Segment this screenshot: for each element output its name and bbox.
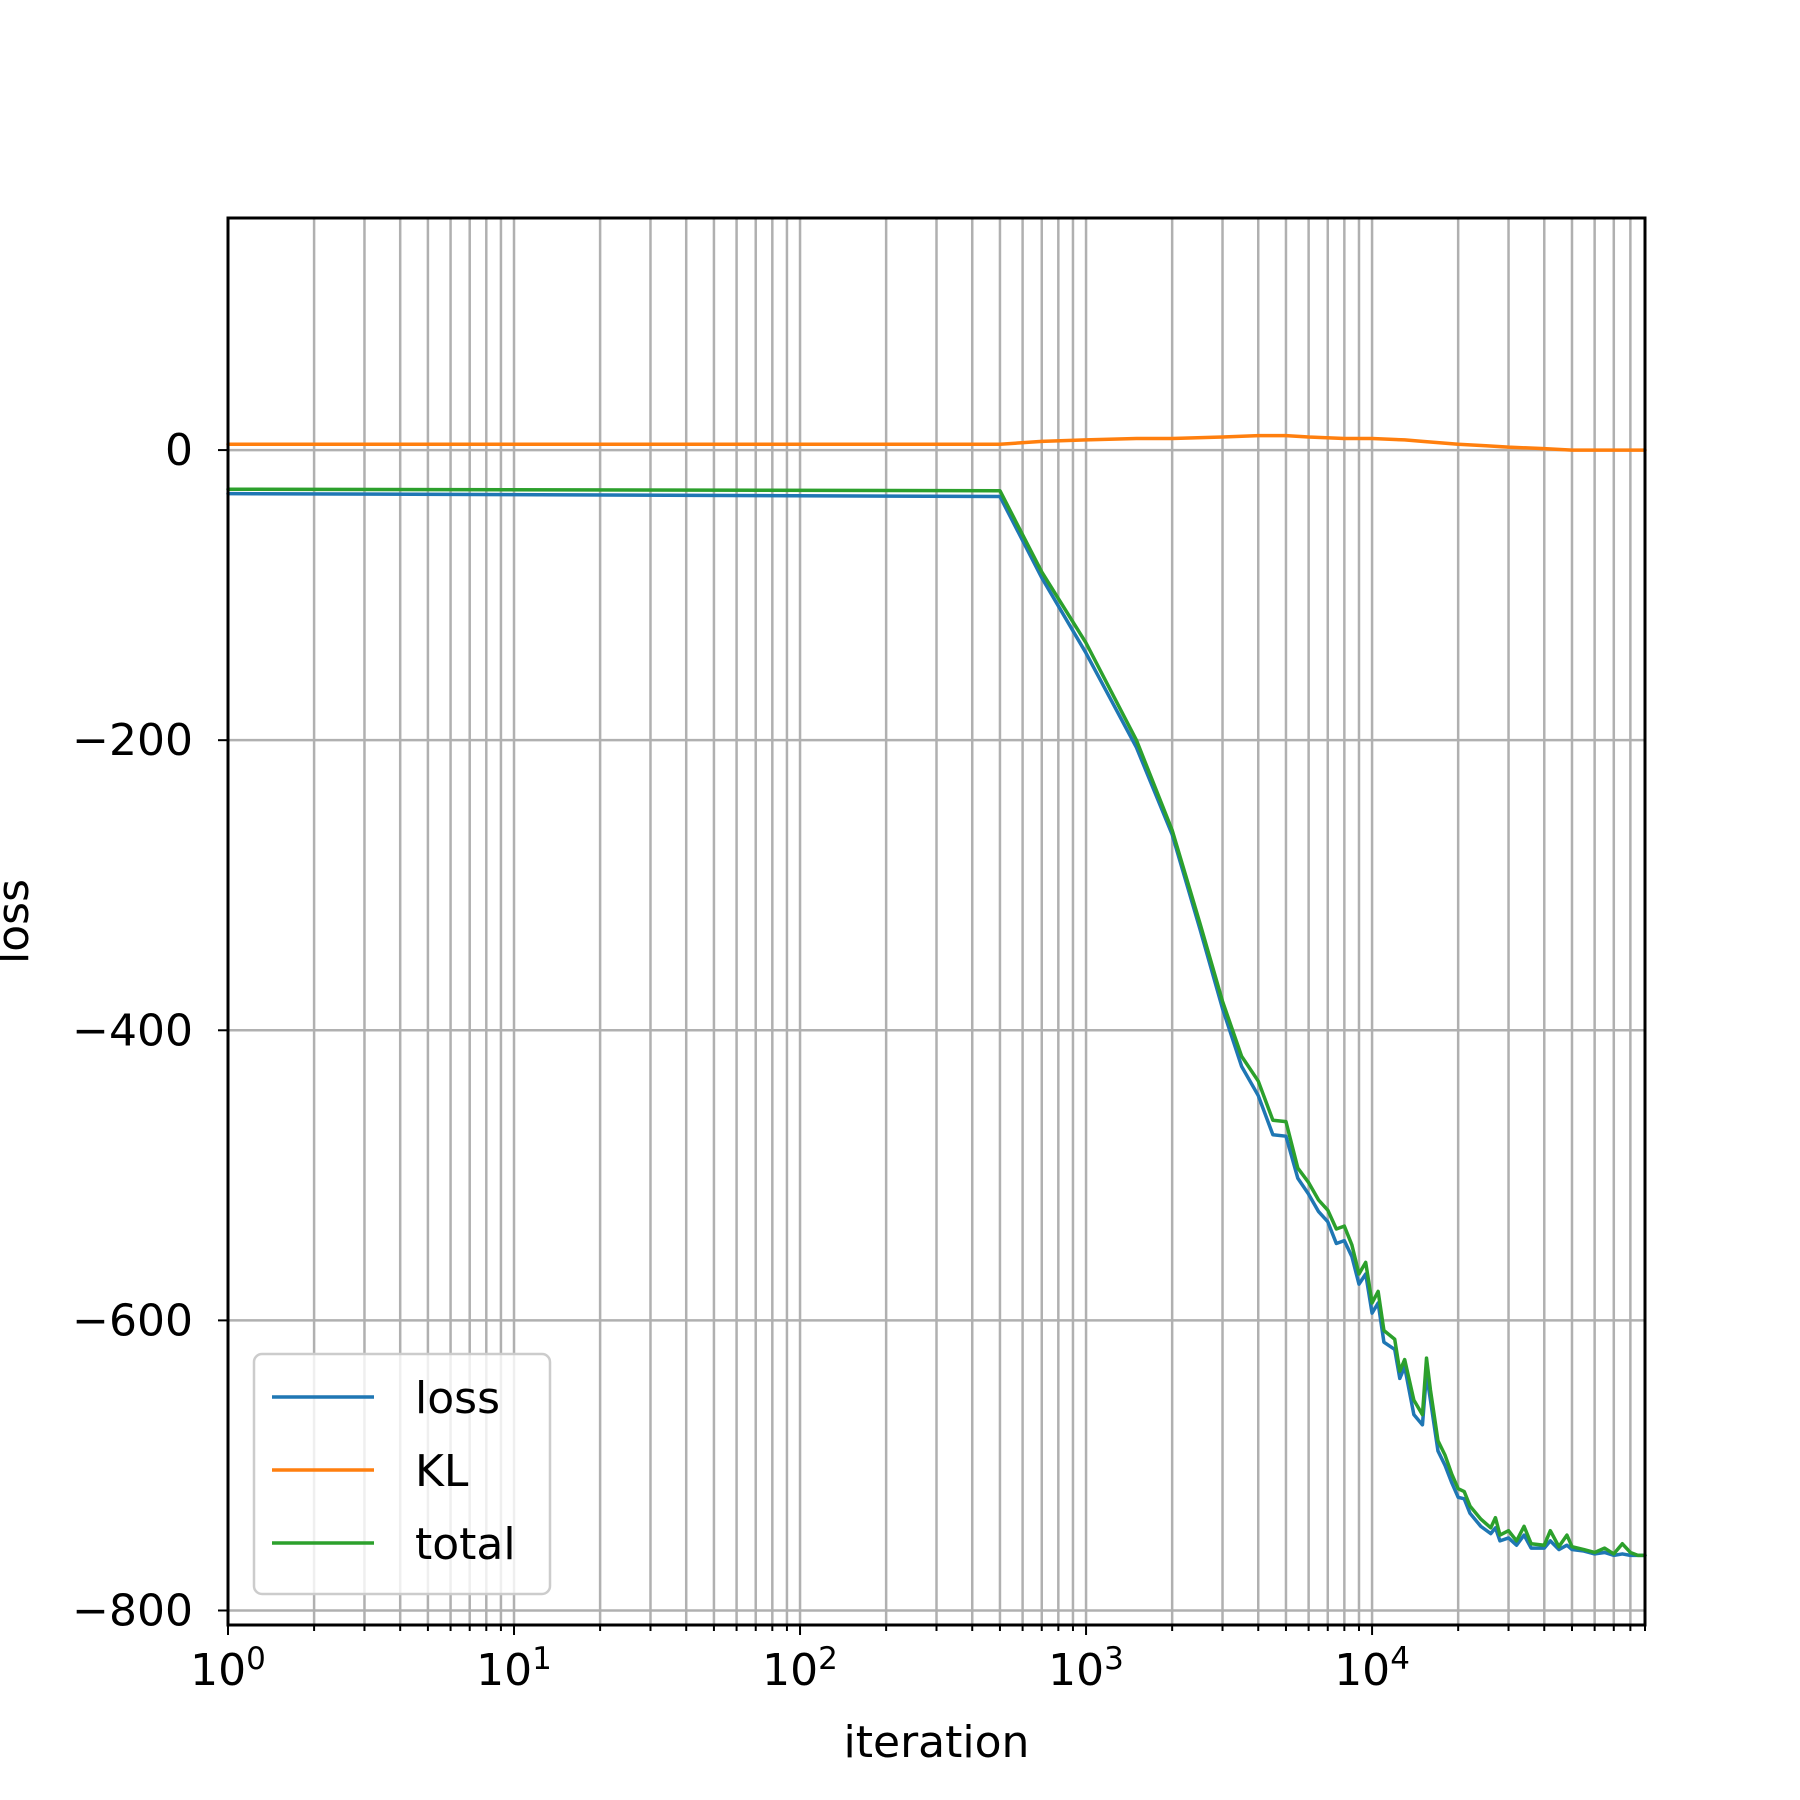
- y-axis-label: loss: [0, 879, 39, 964]
- x-tick-label: 104: [1334, 1641, 1410, 1696]
- x-tick-label: 101: [476, 1641, 552, 1696]
- series-line-kl: [226, 433, 1647, 452]
- x-tick-label: 102: [762, 1641, 838, 1696]
- legend-label-total: total: [415, 1519, 516, 1570]
- legend-label-kl: KL: [415, 1446, 469, 1497]
- legend: loss KL total: [252, 1352, 552, 1596]
- x-tick-label: 100: [190, 1641, 266, 1696]
- legend-box: [252, 1352, 552, 1596]
- x-axis-label: iteration: [844, 1717, 1030, 1768]
- y-tick-label: −800: [72, 1585, 193, 1636]
- axis-ticks: 100 101 102 103 104 0 −200 −400 −600 −800: [72, 425, 1646, 1696]
- series-line-total: [226, 487, 1647, 1558]
- y-tick-label: −600: [72, 1295, 193, 1346]
- x-tick-label: 103: [1048, 1641, 1124, 1696]
- legend-label-loss: loss: [415, 1373, 500, 1424]
- grid: [226, 218, 1647, 1625]
- y-tick-label: 0: [165, 425, 193, 476]
- y-tick-label: −200: [72, 715, 193, 766]
- y-tick-label: −400: [72, 1005, 193, 1056]
- series-lines: [226, 433, 1647, 1558]
